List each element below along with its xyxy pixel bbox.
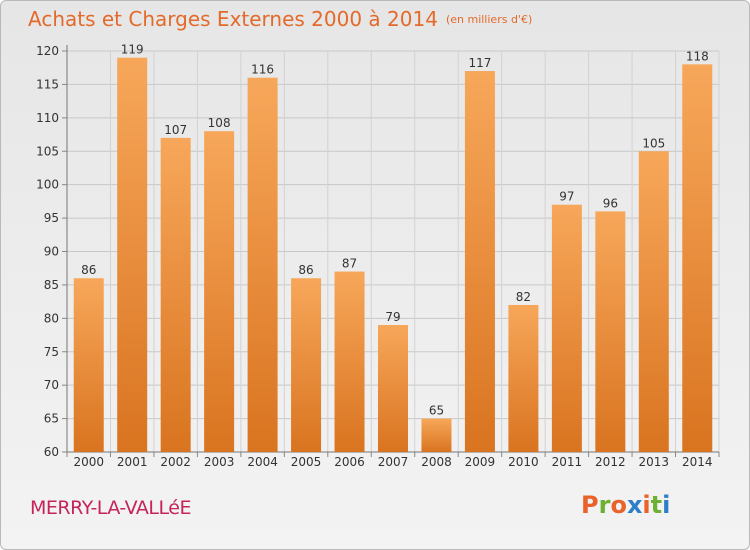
value-label: 82: [516, 290, 531, 304]
bar-2002: [160, 137, 191, 452]
x-tick-label: 2011: [552, 455, 583, 469]
x-tick-label: 2012: [595, 455, 626, 469]
x-tick-label: 2000: [73, 455, 104, 469]
x-tick-label: 2014: [682, 455, 713, 469]
y-tick-label: 60: [44, 445, 59, 459]
proxiti-logo: Proxiti: [581, 491, 670, 519]
value-label: 65: [429, 404, 444, 418]
bar-2012: [595, 211, 626, 452]
bar-2003: [204, 131, 235, 452]
value-label: 107: [164, 123, 187, 137]
bar-2007: [378, 325, 408, 452]
x-tick-label: 2006: [334, 455, 365, 469]
chart-title-text: Achats et Charges Externes 2000 à 2014: [28, 7, 438, 31]
logo-letter: x: [626, 491, 643, 519]
y-tick-label: 105: [36, 144, 59, 158]
x-tick-label: 2001: [117, 455, 148, 469]
bar-2008: [421, 418, 452, 452]
y-tick-label: 100: [36, 178, 59, 192]
y-tick-label: 90: [44, 245, 59, 259]
x-tick-label: 2007: [378, 455, 409, 469]
chart-unit-label: (en milliers d'€): [445, 13, 533, 26]
value-label: 117: [468, 56, 491, 70]
logo-letter: o: [610, 491, 627, 519]
bar-2014: [682, 64, 713, 452]
logo-letter: t: [650, 491, 663, 519]
value-label: 87: [342, 257, 357, 271]
value-label: 79: [385, 310, 400, 324]
x-tick-label: 2013: [639, 455, 670, 469]
logo-letter: i: [662, 491, 671, 519]
value-label: 118: [686, 49, 709, 63]
value-label: 97: [559, 190, 574, 204]
y-tick-label: 65: [44, 412, 59, 426]
y-tick-label: 110: [36, 111, 59, 125]
x-tick-labels: 2000 2001 2002 2003 2004 2005 2006 2007 2008 2009…: [73, 455, 712, 469]
y-tick-label: 95: [44, 211, 59, 225]
y-tick-label: 70: [44, 378, 59, 392]
y-tick-label: 115: [36, 77, 59, 91]
y-tick-label: 85: [44, 278, 59, 292]
bar-2009: [464, 71, 495, 453]
logo-letter: i: [642, 491, 651, 519]
x-tick-label: 2004: [247, 455, 278, 469]
bar-2005: [291, 278, 322, 452]
value-label: 119: [121, 43, 144, 57]
chart-title: Achats et Charges Externes 2000 à 2014 (e…: [28, 7, 532, 31]
value-label: 116: [251, 63, 274, 77]
bar-2006: [334, 271, 365, 452]
bar-2010: [508, 304, 539, 452]
bar-2013: [638, 151, 669, 452]
bar-2004: [247, 77, 278, 452]
value-labels: 86 119 107 108 116 86 87 79 65 117 82 97 96 105 118: [81, 43, 709, 418]
x-tick-label: 2003: [204, 455, 235, 469]
value-label: 86: [298, 263, 313, 277]
y-tick-labels: 60 65 70 75 80 85 90 95 100 105 110 115 120: [36, 44, 59, 459]
value-label: 105: [642, 136, 665, 150]
x-tick-label: 2009: [465, 455, 496, 469]
logo-letter: P: [581, 491, 599, 519]
x-tick-label: 2010: [508, 455, 539, 469]
value-label: 108: [208, 116, 231, 130]
y-tick-label: 120: [36, 44, 59, 58]
x-tick-label: 2005: [291, 455, 322, 469]
commune-name: MERRY-LA-VALLéE: [30, 497, 191, 519]
x-tick-label: 2008: [421, 455, 452, 469]
y-tick-label: 75: [44, 345, 59, 359]
value-label: 86: [81, 263, 96, 277]
bar-2001: [117, 57, 148, 452]
y-tick-label: 80: [44, 311, 59, 325]
bars: [73, 57, 713, 453]
value-label: 96: [603, 196, 618, 210]
bar-2011: [551, 204, 582, 452]
logo-letter: r: [598, 491, 611, 519]
x-tick-label: 2002: [160, 455, 191, 469]
bar-2000: [73, 278, 104, 452]
